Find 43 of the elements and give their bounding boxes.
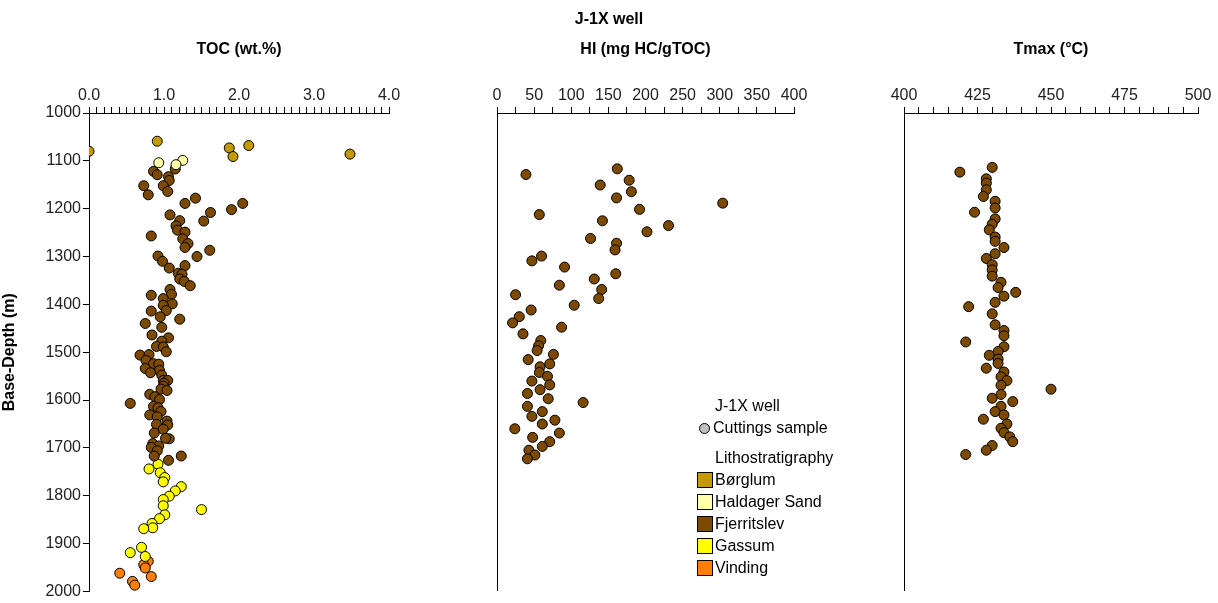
y-tick-label: 1100 — [46, 151, 82, 169]
x-tick-label: 4.0 — [377, 85, 401, 103]
x-tick-label: 400 — [890, 85, 918, 103]
x-tick-label: 450 — [1037, 85, 1065, 103]
y-tick-label: 1400 — [45, 294, 82, 312]
x-tick-label: 350 — [743, 85, 771, 103]
x-tick-label: 0.0 — [77, 85, 101, 103]
x-axis-title: TOC (wt.%) — [196, 40, 282, 58]
x-tick-label: 500 — [1184, 85, 1212, 103]
chart-title: J-1X well — [574, 10, 644, 27]
y-tick-label: 1000 — [45, 103, 82, 121]
y-tick-label: 1500 — [45, 342, 82, 360]
x-tick-label: 200 — [632, 85, 659, 103]
x-tick-label: 100 — [557, 85, 585, 103]
x-tick-label: 425 — [964, 85, 991, 103]
x-axis-title: Tmax (°C) — [1013, 40, 1089, 58]
x-tick-label: 0 — [492, 85, 502, 103]
y-tick-label: 1600 — [45, 390, 82, 408]
y-tick-label: 1200 — [45, 199, 82, 217]
legend-label: Haldager Sand — [715, 492, 822, 512]
x-tick-label: 300 — [706, 85, 734, 103]
y-tick-label: 1800 — [45, 486, 82, 504]
legend-label: Fjerritslev — [715, 514, 785, 534]
legend-title: Lithostratigraphy — [714, 448, 834, 468]
x-tick-label: 150 — [595, 85, 622, 103]
x-tick-label: 475 — [1111, 85, 1138, 103]
annotation: Cuttings sample — [713, 418, 828, 438]
legend-label: Vinding — [715, 558, 769, 578]
legend-label: Børglum — [715, 470, 776, 490]
y-tick-label: 1900 — [45, 533, 82, 551]
x-axis-title: HI (mg HC/gTOC) — [580, 40, 711, 58]
x-tick-label: 250 — [669, 85, 697, 103]
x-tick-label: 3.0 — [302, 85, 326, 103]
x-tick-label: 50 — [525, 85, 544, 103]
y-axis-title: Base-Depth (m) — [0, 293, 18, 412]
y-tick-label: 1700 — [45, 438, 82, 456]
y-tick-label: 2000 — [45, 581, 82, 599]
x-tick-label: 2.0 — [227, 85, 251, 103]
legend-label: Gassum — [715, 536, 775, 556]
annotation: J-1X well — [715, 396, 780, 416]
x-tick-label: 1.0 — [152, 85, 176, 103]
x-tick-label: 400 — [780, 85, 808, 103]
y-tick-label: 1300 — [45, 246, 82, 264]
